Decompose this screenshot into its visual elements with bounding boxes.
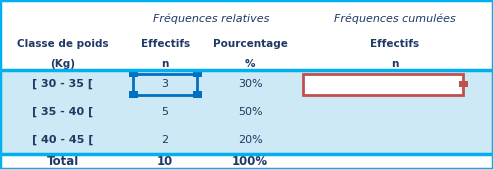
Text: 10: 10 xyxy=(157,155,173,168)
Text: Effectifs: Effectifs xyxy=(141,39,190,49)
Text: 50%: 50% xyxy=(238,107,262,117)
Text: Fréquences cumulées: Fréquences cumulées xyxy=(334,13,455,24)
Text: Total: Total xyxy=(47,155,79,168)
Bar xyxy=(133,74,197,95)
Text: =C16: =C16 xyxy=(379,79,410,89)
Text: Classe de poids: Classe de poids xyxy=(17,39,108,49)
Bar xyxy=(193,70,202,77)
Bar xyxy=(303,74,463,95)
Text: [ 35 - 40 [: [ 35 - 40 [ xyxy=(33,107,93,117)
Text: 100%: 100% xyxy=(232,155,268,168)
Bar xyxy=(129,70,138,77)
Text: 5: 5 xyxy=(162,107,169,117)
Text: 30%: 30% xyxy=(238,79,262,89)
Bar xyxy=(459,81,468,88)
Text: [ 40 - 45 [: [ 40 - 45 [ xyxy=(32,135,94,145)
Text: (Kg): (Kg) xyxy=(50,59,75,69)
Text: n: n xyxy=(162,59,169,69)
Bar xyxy=(193,91,202,98)
Text: 3: 3 xyxy=(162,79,169,89)
Text: %: % xyxy=(245,59,255,69)
Text: [ 30 - 35 [: [ 30 - 35 [ xyxy=(33,79,93,89)
Text: Fréquences relatives: Fréquences relatives xyxy=(152,13,269,24)
Text: Pourcentage: Pourcentage xyxy=(213,39,287,49)
Text: n: n xyxy=(391,59,398,69)
Bar xyxy=(129,91,138,98)
Text: 2: 2 xyxy=(162,135,169,145)
Text: Effectifs: Effectifs xyxy=(370,39,419,49)
Bar xyxy=(0,154,493,169)
Text: 20%: 20% xyxy=(238,135,263,145)
Bar xyxy=(0,0,493,70)
